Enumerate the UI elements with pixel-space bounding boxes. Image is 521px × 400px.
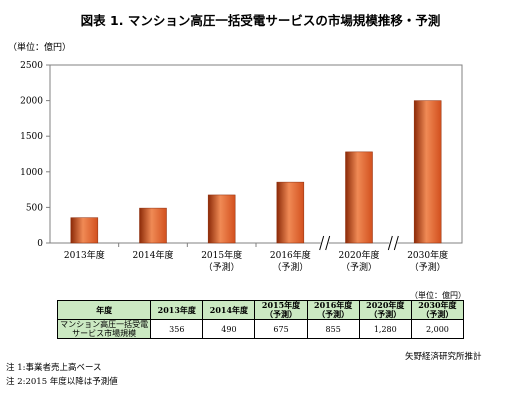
y-unit-label: （単位：億円） [8, 41, 71, 53]
table-cell: 675 [254, 319, 308, 339]
table-cell: 855 [306, 319, 360, 339]
y-tick-label: 1000 [20, 168, 43, 178]
footnote: 注 2:2015 年度以降は予測値 [6, 377, 118, 387]
axis-break-mark [319, 234, 331, 252]
x-tick-label: 2013年度 [64, 249, 105, 261]
table-row: マンション高圧一括受電 サービス市場規模 356 490 675 855 1,28… [56, 319, 465, 339]
data-table: 年度 2013年度 2014年度 2015年度 （予測） 2016年度 （予測） 2… [56, 300, 465, 339]
table-cell: 490 [202, 319, 256, 339]
table-header-year: 2016年度 （予測） [306, 300, 360, 320]
x-tick-label: 2015年度 [201, 249, 242, 261]
x-tick-label: 2020年度 [339, 249, 380, 261]
bar [413, 100, 442, 244]
axis-break-mark [387, 234, 399, 252]
y-tick-label: 2500 [20, 61, 43, 71]
y-tick-label: 0 [37, 239, 43, 249]
table-header-year: 2013年度 [150, 300, 204, 320]
bar [139, 207, 167, 244]
x-tick-label: （予測） [204, 261, 240, 273]
x-tick-label: （予測） [272, 261, 308, 273]
y-tick-label: 2000 [20, 97, 43, 107]
x-tick-label: （予測） [410, 261, 446, 273]
table-header-year: 2014年度 [202, 300, 256, 320]
x-tick-label: 2014年度 [133, 249, 174, 261]
plot-frame [49, 64, 463, 244]
table-cell: 1,280 [358, 319, 412, 339]
table-cell: 356 [150, 319, 204, 339]
x-tick-label: （予測） [341, 261, 377, 273]
table-header-label: 年度 [56, 300, 152, 320]
x-tick-label: 2030年度 [407, 249, 448, 261]
table-cell: 2,000 [410, 319, 465, 339]
table-header-row: 年度 2013年度 2014年度 2015年度 （予測） 2016年度 （予測） 2… [56, 300, 465, 320]
source-note: 矢野経済研究所推計 [405, 352, 482, 362]
table-header-year: 2030年度 （予測） [410, 300, 465, 320]
table-header-year: 2015年度 （予測） [254, 300, 308, 320]
bar [345, 151, 373, 244]
bar [207, 194, 236, 244]
table-header-year: 2020年度 （予測） [358, 300, 412, 320]
y-tick-label: 500 [26, 203, 43, 213]
table-unit-label: （単位：億円） [410, 291, 466, 300]
bar [70, 217, 99, 244]
bar-chart: （単位：億円） 0 500 1000 1500 2000 2500 2013年度 2014年度 2… [8, 41, 463, 273]
table-row-label: マンション高圧一括受電 サービス市場規模 [56, 319, 152, 339]
footnote: 注 1:事業者売上高ベース [6, 363, 102, 373]
x-tick-label: 2016年度 [270, 249, 311, 261]
chart-title: 図表 1. マンション高圧一括受電サービスの市場規模推移・予測 [80, 13, 441, 28]
y-tick-label: 1500 [20, 132, 43, 142]
bar [276, 181, 305, 244]
